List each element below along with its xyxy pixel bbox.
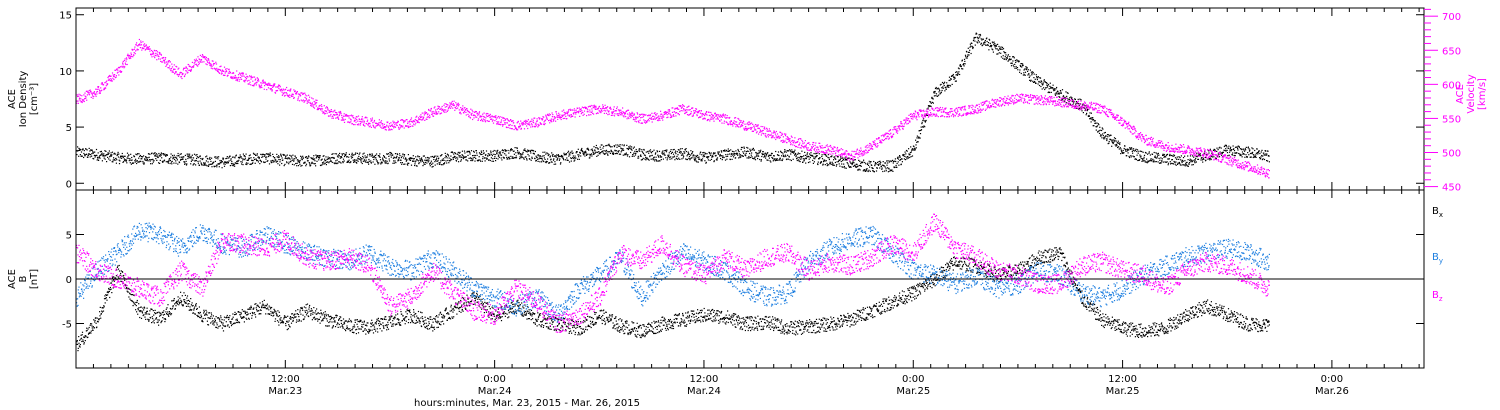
x-tick-date: Mar.25: [896, 386, 930, 397]
x-tick-date: Mar.23: [268, 386, 302, 397]
x-tick-time: 12:00: [690, 374, 719, 385]
x-tick-time: 12:00: [1108, 374, 1137, 385]
b-tick-label: -5: [62, 320, 72, 331]
b-axis-label-line: [nT]: [29, 269, 40, 289]
by-series: [76, 222, 1270, 323]
density-series: [76, 32, 1270, 173]
velocity-axis-label-line: Velocity: [1466, 74, 1477, 113]
density-tick-label: 0: [66, 179, 72, 190]
b-tick-label: 5: [66, 231, 72, 242]
b-tick-label: 0: [66, 275, 72, 286]
velocity-tick-label: 700: [1442, 12, 1461, 23]
legend-by: By: [1432, 252, 1443, 265]
bz-series: [76, 213, 1270, 333]
velocity-tick-label: 600: [1442, 80, 1461, 91]
legend-bz: Bz: [1432, 290, 1443, 303]
velocity-axis-label-line: [km/s]: [1477, 78, 1488, 110]
density-axis-label-line: ACE: [7, 89, 18, 109]
density-tick-label: 10: [59, 67, 72, 78]
bx-series: [76, 247, 1270, 352]
x-tick-date: Mar.25: [1106, 386, 1140, 397]
density-axis-label: ACE Ion Density [cm⁻³]: [7, 71, 40, 128]
x-axis-label: hours:minutes, Mar. 23, 2015 - Mar. 26, …: [414, 398, 640, 409]
x-tick-time: 12:00: [271, 374, 300, 385]
velocity-axis-label: ACE Velocity [km/s]: [1455, 74, 1488, 113]
b-axis-label-line: B: [18, 275, 29, 282]
density-axis-label-line: Ion Density: [18, 71, 29, 128]
x-tick-date: Mar.24: [478, 386, 512, 397]
velocity-tick-label: 550: [1442, 114, 1461, 125]
velocity-tick-label: 650: [1442, 46, 1461, 57]
b-axis-label: ACE B [nT]: [7, 269, 40, 289]
density-tick-label: 5: [66, 123, 72, 134]
density-tick-label: 15: [59, 11, 72, 22]
b-axis-label-line: ACE: [7, 269, 18, 289]
density-axis-label-line: [cm⁻³]: [29, 83, 40, 115]
velocity-axis-label-line: ACE: [1455, 84, 1466, 104]
x-tick-time: 0:00: [1321, 374, 1343, 385]
top-panel-frame: [75, 7, 1425, 191]
velocity-tick-label: 450: [1442, 183, 1461, 194]
velocity-series: [76, 38, 1270, 179]
velocity-tick-label: 500: [1442, 149, 1461, 160]
x-tick-time: 0:00: [902, 374, 924, 385]
x-tick-date: Mar.24: [687, 386, 721, 397]
x-tick-time: 0:00: [483, 374, 505, 385]
legend-bx: Bx: [1432, 206, 1443, 219]
x-tick-date: Mar.26: [1315, 386, 1349, 397]
